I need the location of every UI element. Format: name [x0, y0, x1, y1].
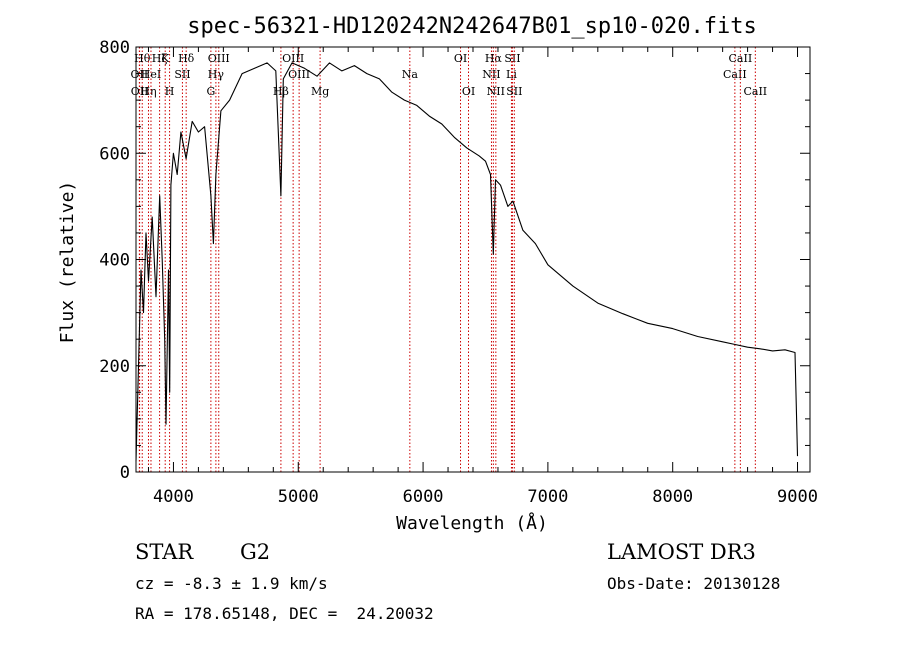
line-marker-label: OII [131, 85, 149, 98]
x-axis-label: Wavelength (Å) [396, 512, 548, 534]
x-tick-label: 9000 [777, 487, 818, 507]
line-marker-label: G [206, 85, 215, 98]
line-marker-label: Na [402, 68, 419, 81]
spectrum-layer [135, 62, 799, 462]
x-tick-label: 6000 [403, 487, 444, 507]
line-marker-layer: OIIOIIHθHηHeIHζKHSIIHδGHγOIIIHβOIIIOIIIM… [131, 47, 767, 472]
y-axis-label: Flux (relative) [57, 181, 78, 344]
spectral-subclass: G2 [240, 540, 271, 564]
y-tick-label: 800 [99, 38, 130, 58]
coordinates-readout: RA = 178.65148, DEC = 24.20032 [135, 604, 434, 623]
line-marker-label: NII [482, 68, 500, 81]
line-marker-label: SII [504, 52, 520, 65]
y-tick-label: 0 [120, 463, 130, 483]
object-type: STAR [135, 540, 194, 564]
x-tick-label: 5000 [278, 487, 319, 507]
line-marker-label: OII [131, 68, 149, 81]
line-marker-label: Hθ [134, 52, 151, 65]
line-marker-label: OI [454, 52, 467, 65]
line-marker-label: CaII [743, 85, 767, 98]
line-marker-label: CaII [729, 52, 753, 65]
line-marker-label: Hζ [152, 52, 168, 65]
x-tick-label: 4000 [153, 487, 194, 507]
line-marker-label: OI [462, 85, 475, 98]
line-marker-label: NII [487, 85, 505, 98]
line-marker-label: K [161, 52, 170, 65]
line-marker-label: OIII [288, 68, 310, 81]
line-marker-label: Hη [140, 85, 156, 98]
line-marker-label: H [165, 85, 175, 98]
spectrum-series-line [135, 62, 799, 462]
line-marker-label: OIII [208, 52, 230, 65]
line-marker-label: Hδ [178, 52, 195, 65]
y-tick-label: 200 [99, 357, 130, 377]
observation-date: Obs-Date: 20130128 [607, 574, 781, 593]
x-tick-label: 7000 [527, 487, 568, 507]
line-marker-label: HeI [141, 68, 161, 81]
chart-title: spec-56321-HD120242N242647B01_sp10-020.f… [187, 14, 757, 39]
line-marker-label: Hγ [208, 68, 225, 81]
redshift-readout: cz = -8.3 ± 1.9 km/s [135, 574, 328, 593]
y-tick-label: 600 [99, 144, 130, 164]
line-marker-label: Hβ [273, 85, 289, 98]
plot-frame [135, 46, 811, 473]
line-marker-label: Li [506, 68, 517, 81]
y-tick-label: 400 [99, 251, 130, 271]
x-tick-label: 8000 [652, 487, 693, 507]
survey-name: LAMOST DR3 [607, 540, 756, 564]
line-marker-label: Hα [485, 52, 503, 65]
axes-layer: 4000 5000 6000 7000 8000 9000 0 200 400 600 800 [99, 38, 818, 507]
line-marker-label: SII [506, 85, 522, 98]
line-marker-label: SII [174, 68, 190, 81]
line-marker-label: CaII [723, 68, 747, 81]
line-marker-label: Mg [311, 85, 329, 98]
